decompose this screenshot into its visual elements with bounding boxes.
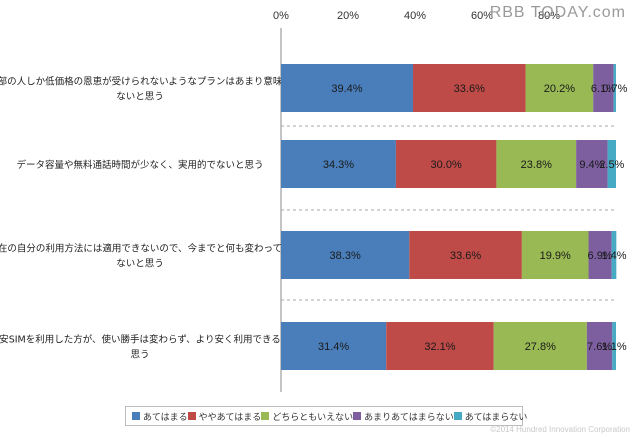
- x-tick-label: 60%: [471, 10, 493, 22]
- bar-segment: [576, 140, 608, 188]
- legend-item: あてはまる: [132, 410, 188, 423]
- bar-segment: [493, 322, 587, 370]
- category-label: データ容量や無料通話時間が少なく、実用的でないと思う: [16, 159, 263, 171]
- data-label: 1.4%: [601, 250, 626, 262]
- bar-segment: [611, 231, 617, 279]
- chart-legend: あてはまる ややあてはまる どちらともいえない あまりあてはまらない あてはまらない: [125, 406, 527, 426]
- data-label: 2.5%: [599, 159, 624, 171]
- data-label: 27.8%: [525, 341, 556, 353]
- data-label: 0.7%: [602, 83, 627, 95]
- legend-label: あてはまらない: [464, 412, 528, 423]
- bar-segment: [409, 231, 522, 279]
- x-tick-label: 80%: [538, 10, 560, 22]
- legend-swatch: [453, 412, 462, 420]
- legend-swatch: [261, 412, 270, 420]
- data-label: 6.1%: [591, 83, 616, 95]
- data-label: 34.3%: [323, 159, 354, 171]
- data-label: 33.6%: [454, 83, 485, 95]
- bar-segment: [281, 64, 413, 112]
- bar-segment: [613, 64, 616, 112]
- data-label: 38.3%: [330, 250, 361, 262]
- bar-segment: [521, 231, 589, 279]
- data-label: 31.4%: [318, 341, 349, 353]
- data-label: 6.9%: [588, 250, 613, 262]
- legend-item: あてはまらない: [453, 410, 528, 423]
- bar-segment: [525, 64, 594, 112]
- bar-segment: [395, 140, 497, 188]
- bar-segment: [386, 322, 494, 370]
- x-tick-label: 40%: [404, 10, 426, 22]
- category-label: 格安SIMを利用した方が、使い勝手は変わらず、より安く利用できると: [0, 334, 290, 346]
- category-label: 一部の人しか低価格の恩恵が受けられないようなプランはあまり意味が: [0, 76, 292, 88]
- legend-label: ややあてはまる: [198, 412, 262, 423]
- data-label: 19.9%: [540, 250, 571, 262]
- data-label: 9.4%: [579, 159, 604, 171]
- data-label: 7.6%: [587, 341, 612, 353]
- x-tick-label: 20%: [337, 10, 359, 22]
- legend-swatch: [187, 412, 196, 420]
- bar-segment: [281, 322, 387, 370]
- bar-segment: [496, 140, 577, 188]
- bar-segment: [586, 322, 613, 370]
- category-label: ないと思う: [116, 259, 164, 270]
- legend-item: あまりあてはまらない: [353, 410, 454, 423]
- data-label: 30.0%: [431, 159, 462, 171]
- category-label: ないと思う: [116, 92, 164, 103]
- bar-segment: [281, 231, 410, 279]
- legend-label: あてはまる: [143, 412, 188, 423]
- bar-segment: [612, 322, 616, 370]
- legend-item: どちらともいえない: [261, 410, 353, 423]
- category-label: 現在の自分の利用方法には適用できないので、今までと何も変わってい: [0, 243, 292, 255]
- copyright-text: ©2014 Hundred Innovation Corporation: [490, 425, 630, 434]
- bar-segment: [281, 140, 396, 188]
- legend-swatch: [353, 412, 362, 420]
- legend-label: あまりあてはまらない: [364, 412, 454, 423]
- x-tick-label: 0%: [273, 10, 289, 22]
- legend-swatch: [132, 412, 140, 420]
- data-label: 33.6%: [450, 250, 481, 262]
- watermark-text: RBB TODAY.com: [489, 4, 626, 21]
- category-label: 思う: [130, 350, 149, 361]
- bar-segment: [593, 64, 614, 112]
- data-label: 23.8%: [521, 159, 552, 171]
- bar-segment: [607, 140, 616, 188]
- data-label: 39.4%: [331, 83, 362, 95]
- legend-item: ややあてはまる: [187, 410, 262, 423]
- data-label: 1.1%: [602, 341, 627, 353]
- legend-label: どちらともいえない: [272, 412, 354, 423]
- data-label: 20.2%: [544, 83, 575, 95]
- bar-segment: [412, 64, 526, 112]
- bar-segment: [588, 231, 612, 279]
- data-label: 32.1%: [424, 341, 455, 353]
